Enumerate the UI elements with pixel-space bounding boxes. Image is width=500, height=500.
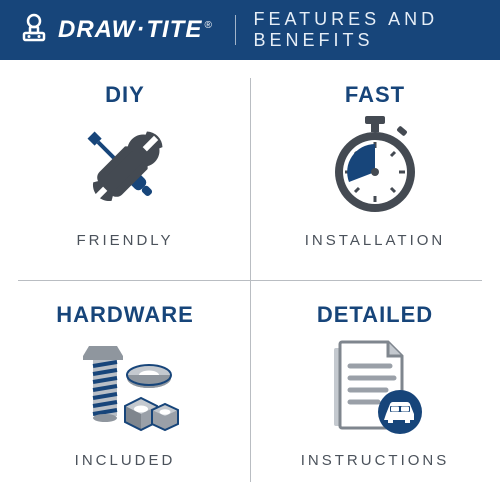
header-bar: DRAW·TITE® FEATURES AND BENEFITS — [0, 0, 500, 60]
cell-title: DETAILED — [317, 302, 433, 328]
brand-name: DRAW·TITE® — [58, 16, 213, 44]
document-car-icon — [315, 334, 435, 444]
cell-title: DIY — [105, 82, 145, 108]
hitch-ball-icon — [18, 12, 50, 49]
cell-sub: FRIENDLY — [76, 232, 173, 249]
cell-hardware: HARDWARE — [0, 280, 250, 500]
brand-block: DRAW·TITE® — [0, 0, 231, 60]
cell-title: HARDWARE — [56, 302, 194, 328]
cell-fast: FAST — [250, 60, 500, 280]
cell-detailed: DETAILED — [250, 280, 500, 500]
cell-sub: INCLUDED — [75, 452, 176, 469]
features-grid: DIY — [0, 60, 500, 500]
header-subtitle: FEATURES AND BENEFITS — [253, 9, 500, 51]
stopwatch-icon — [315, 114, 435, 224]
cell-sub: INSTALLATION — [305, 232, 445, 249]
wrench-screwdriver-icon — [65, 114, 185, 224]
cell-diy: DIY — [0, 60, 250, 280]
cell-sub: INSTRUCTIONS — [301, 452, 450, 469]
cell-title: FAST — [345, 82, 405, 108]
header-divider — [235, 15, 236, 45]
bolts-icon — [65, 334, 185, 444]
